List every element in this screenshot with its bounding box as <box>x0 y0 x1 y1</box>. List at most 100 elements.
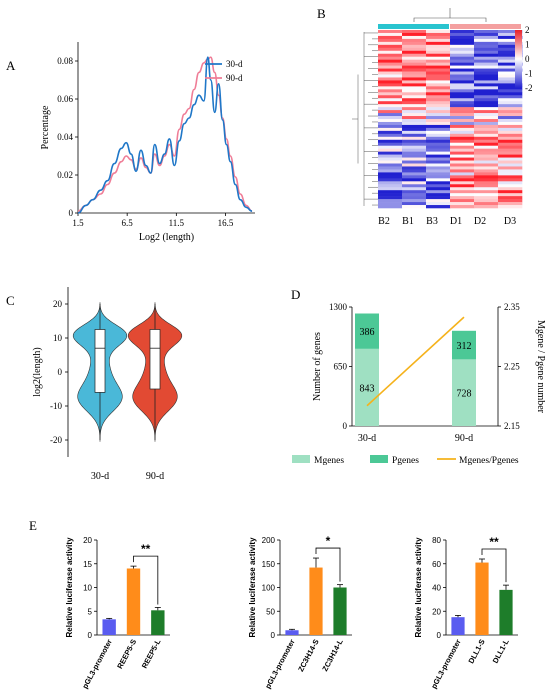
y-axis-label: Number of genes <box>312 332 323 401</box>
heatmap-cell <box>498 130 523 135</box>
heatmap-cell <box>402 151 427 155</box>
significance-bracket <box>481 548 507 583</box>
heatmap-cell <box>450 74 475 78</box>
heatmap-cell <box>378 44 403 49</box>
heatmap-cell <box>426 154 451 158</box>
heatmap-cell <box>378 116 403 120</box>
heatmap-cell <box>474 101 499 105</box>
heatmap-cell <box>498 166 523 170</box>
heatmap-cell <box>378 157 403 161</box>
heatmap-cell <box>498 154 523 158</box>
heatmap-cell <box>450 56 475 60</box>
heatmap-cell <box>426 202 451 206</box>
heatmap-cell <box>474 124 499 129</box>
heatmap-cell <box>378 178 403 182</box>
y2-tick-label: 2.15 <box>504 421 520 431</box>
y-tick-label: 80 <box>432 536 441 545</box>
heatmap-cell <box>402 98 427 102</box>
heatmap-cell <box>426 110 451 114</box>
y-tick-label: 0 <box>69 208 74 218</box>
column-label: D1 <box>450 216 462 227</box>
y-tick-label: 15 <box>83 560 92 569</box>
heatmap-cell <box>378 154 403 158</box>
heatmap-cell <box>426 190 451 194</box>
heatmap-cell <box>474 98 499 102</box>
heatmap-cell <box>474 35 499 40</box>
heatmap-cell <box>474 133 499 138</box>
y-tick-label: 20 <box>83 536 92 545</box>
heatmap-cell <box>498 121 523 126</box>
bar <box>451 617 465 635</box>
panel-c-violin-chart: 20 10 0 -10 -20 log2(length) 30-d 90-d <box>32 287 183 482</box>
heatmap-cell <box>498 175 523 179</box>
heatmap-cell <box>426 119 451 123</box>
heatmap-cell <box>450 151 475 155</box>
heatmap-cell <box>474 169 499 173</box>
heatmap-cell <box>378 71 403 75</box>
heatmap-cell <box>450 193 475 197</box>
heatmap-cell <box>378 104 403 108</box>
heatmap-cell <box>402 77 427 81</box>
color-scale-tick-label: -2 <box>525 83 533 93</box>
heatmap-cell <box>450 196 475 200</box>
heatmap-cell <box>426 74 451 78</box>
panel-a-density-chart: 0 0.02 0.04 0.06 0.08 1.5 6.5 11.5 16.5 Log2 (len… <box>40 42 255 243</box>
heatmap-cell <box>426 121 451 126</box>
heatmap-cell <box>498 157 523 161</box>
heatmap-cell <box>498 30 523 34</box>
heatmap-cell <box>450 71 475 75</box>
heatmap-cell <box>498 205 523 209</box>
bar-mgenes <box>355 348 379 426</box>
heatmap-cell <box>474 193 499 197</box>
heatmap-cell <box>426 196 451 200</box>
y-tick-label: 0.06 <box>57 94 73 104</box>
heatmap-cell <box>498 193 523 197</box>
heatmap-cell <box>474 157 499 161</box>
heatmap-cell <box>378 95 403 99</box>
heatmap-cell <box>474 50 499 55</box>
heatmap-cell <box>426 86 451 90</box>
heatmap-cell <box>498 92 523 96</box>
heatmap-cell <box>474 175 499 179</box>
heatmap-cell <box>474 30 499 34</box>
heatmap-cell <box>426 166 451 170</box>
heatmap-cell <box>450 65 475 69</box>
heatmap-cell <box>498 124 523 129</box>
heatmap-cell <box>450 119 475 123</box>
heatmap-cell <box>426 77 451 81</box>
heatmap-cell <box>402 142 427 146</box>
y-tick-label: 60 <box>432 560 441 569</box>
heatmap-cell <box>402 101 427 105</box>
heatmap-cell <box>402 136 427 141</box>
legend-label: Pgenes <box>392 456 419 466</box>
heatmap-cell <box>402 71 427 75</box>
heatmap-cell <box>498 133 523 138</box>
heatmap-cell <box>498 53 523 57</box>
heatmap-cell <box>498 80 523 84</box>
legend-swatch <box>292 455 310 463</box>
heatmap-cell <box>378 77 403 81</box>
heatmap-cell <box>378 187 403 191</box>
heatmap-cell <box>378 127 403 132</box>
heatmap-cell <box>498 65 523 69</box>
heatmap-cell <box>450 121 475 126</box>
heatmap-cell <box>450 89 475 93</box>
heatmap-cell <box>498 50 523 55</box>
bar <box>285 630 299 635</box>
heatmap-cell <box>426 145 451 149</box>
y-tick-label: 1300 <box>329 302 348 312</box>
heatmap-cell <box>402 130 427 135</box>
heatmap-cell <box>450 190 475 194</box>
heatmap-cell <box>426 142 451 146</box>
heatmap-cell <box>450 30 475 34</box>
heatmap-cell <box>450 104 475 108</box>
y-axis-label: Relative luciferase activity <box>414 537 423 638</box>
heatmap-cell <box>474 104 499 108</box>
column-group-bar <box>378 24 449 29</box>
heatmap-cell <box>474 65 499 69</box>
heatmap-cell <box>498 119 523 123</box>
heatmap-cell <box>450 77 475 81</box>
heatmap-cell <box>498 136 523 141</box>
heatmap-cell <box>474 151 499 155</box>
y-axis-label: Relative luciferase activity <box>65 537 74 638</box>
